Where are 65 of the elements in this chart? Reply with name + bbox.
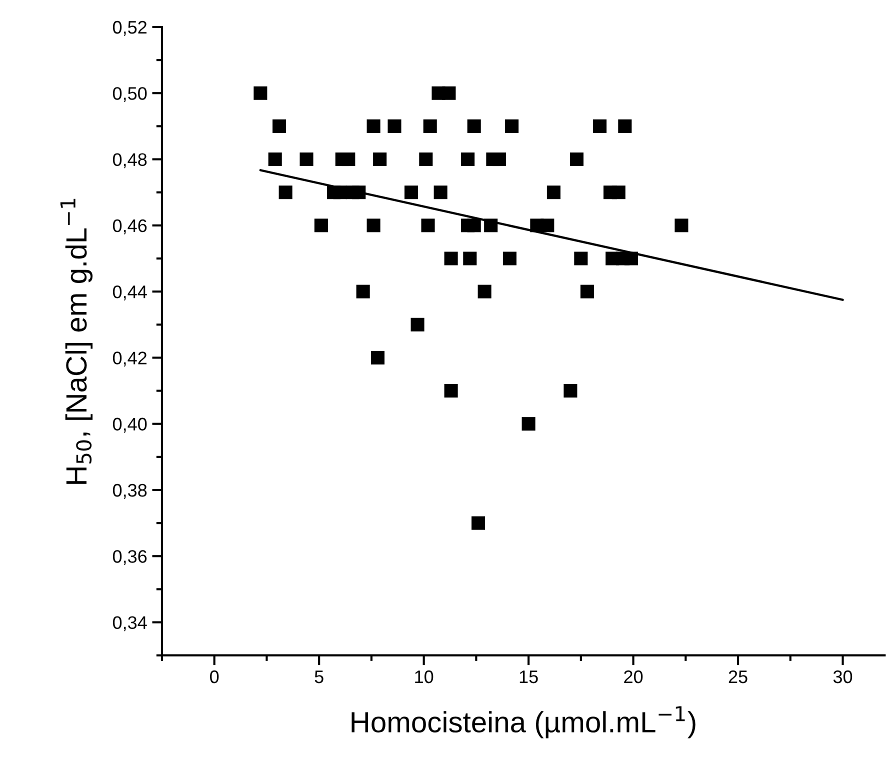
point [505, 119, 519, 133]
point [272, 119, 286, 133]
y-tick-label: 0,42 [112, 352, 146, 367]
point [278, 186, 292, 200]
point [467, 218, 481, 232]
point [388, 119, 402, 133]
y-tick-label: 0,36 [112, 550, 147, 565]
point [366, 218, 380, 232]
y-tick-label: 0,44 [112, 285, 147, 300]
point [356, 284, 370, 298]
y-axis-title: H$_{50}$, [NaCl] em g.dL$^{−1}$ [60, 198, 93, 484]
point [618, 119, 632, 133]
point [421, 218, 435, 232]
point [484, 218, 498, 232]
point [674, 218, 688, 232]
y-tick-label: 0,48 [112, 153, 147, 168]
x-tick-label: 25 [728, 670, 748, 684]
y-tick-label: 0,46 [112, 219, 147, 234]
point [370, 350, 385, 364]
point [373, 152, 387, 166]
point [366, 119, 380, 133]
point [461, 152, 475, 166]
x-tick-label: 20 [624, 670, 643, 684]
point [546, 186, 560, 200]
point [564, 384, 578, 398]
x-tick-label: 15 [520, 670, 538, 684]
point [472, 516, 486, 530]
y-tick-label: 0,34 [112, 616, 147, 632]
point [404, 186, 418, 200]
point [444, 252, 458, 266]
point [254, 86, 268, 100]
point [419, 152, 433, 166]
point [574, 252, 588, 266]
point [434, 186, 448, 200]
y-tick-label: 0,40 [112, 418, 147, 433]
point [423, 119, 437, 133]
point [352, 186, 366, 200]
point [522, 417, 536, 431]
point [314, 218, 328, 232]
x-tick-label: 5 [314, 670, 324, 684]
point [467, 119, 481, 133]
point [333, 186, 347, 200]
point [410, 318, 424, 332]
point [612, 186, 626, 200]
x-tick-label: 0 [210, 670, 219, 684]
point [478, 284, 492, 298]
point [540, 218, 554, 232]
x-tick-label: 10 [415, 670, 434, 684]
x-tick-label: 30 [833, 670, 852, 684]
point [580, 284, 594, 298]
x-axis-title: Homocisteina (µmol.mL$^{−1}$) [352, 706, 696, 738]
point [593, 119, 607, 133]
point [492, 152, 506, 166]
point [502, 252, 516, 266]
point [300, 152, 314, 166]
point [570, 152, 584, 166]
y-tick-label: 0,38 [112, 484, 147, 499]
point [342, 152, 356, 166]
y-tick-label: 0,50 [112, 87, 147, 102]
point [444, 384, 458, 398]
point [268, 152, 282, 166]
point [442, 86, 456, 100]
y-tick-label: 0,52 [112, 20, 146, 36]
point [624, 252, 638, 266]
point [463, 252, 477, 266]
